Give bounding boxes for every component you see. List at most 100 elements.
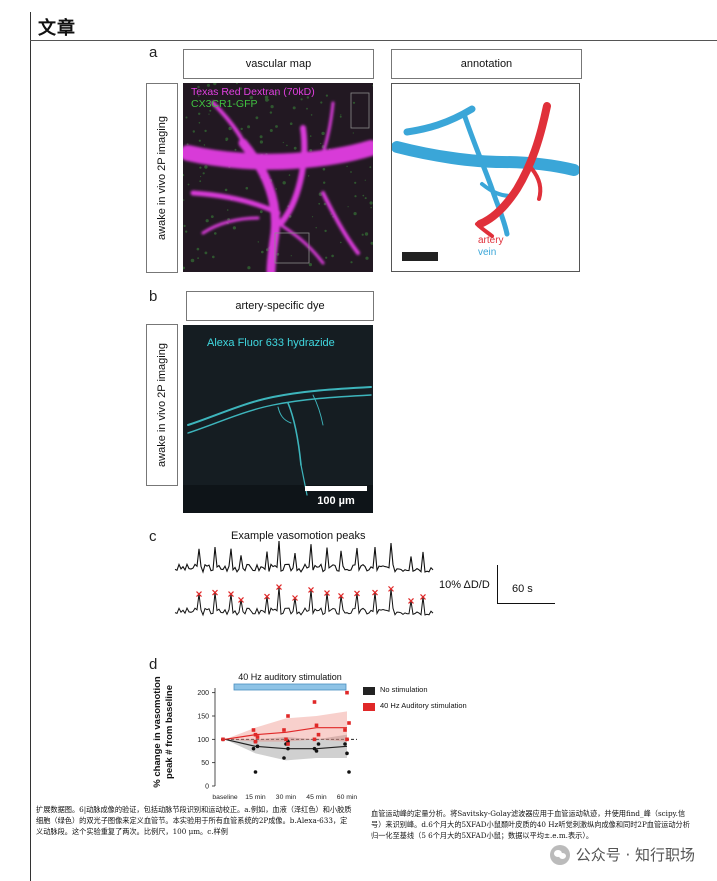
watermark: 公众号 · 知行职场	[549, 844, 695, 865]
alexa-dye-label: Alexa Fluor 633 hydrazide	[207, 337, 335, 349]
data-point	[312, 737, 317, 742]
peak-marker	[308, 587, 314, 593]
peak-marker	[372, 589, 378, 596]
data-point	[345, 690, 349, 695]
chart-points	[221, 690, 351, 774]
panel-b-side-label-box: awake in vivo 2P imaging	[146, 324, 178, 486]
peak-marker	[212, 589, 218, 596]
data-point	[253, 770, 258, 774]
panel-a-left-title: vascular map	[183, 49, 374, 79]
data-point	[253, 739, 258, 744]
peak-marker	[338, 593, 344, 599]
data-point	[343, 728, 347, 732]
data-point	[255, 744, 260, 749]
annotation-image: artery vein	[391, 83, 580, 272]
data-point	[251, 728, 256, 732]
panel-d-letter: d	[149, 656, 158, 673]
scale-x-bar	[497, 603, 555, 604]
y-tick-label: 150	[197, 714, 209, 721]
vascular-map-image: Texas Red Dextran (70kD) CX3CR1-GFP	[183, 83, 373, 272]
data-point	[282, 756, 286, 760]
peak-marker	[324, 590, 330, 596]
x-tick-label: 60 min	[337, 794, 358, 801]
artery-dye-image: Alexa Fluor 633 hydrazide 100 µm	[183, 325, 373, 513]
chart-ylabel-line2: peak # from baseline	[164, 685, 175, 779]
data-point	[253, 732, 258, 737]
peak-marker	[292, 595, 298, 601]
panel-b-side-label: awake in vivo 2P imaging	[156, 343, 168, 467]
gfp-label: CX3CR1-GFP	[191, 98, 258, 110]
data-point	[286, 742, 290, 746]
section-divider	[30, 40, 717, 41]
panel-a-side-label-box: awake in vivo 2P imaging	[146, 83, 178, 273]
peak-marker	[388, 585, 394, 592]
x-tick-label: 30 min	[276, 794, 297, 801]
peak-marker	[408, 598, 414, 604]
stimulation-label: 40 Hz auditory stimulation	[238, 672, 342, 682]
data-point	[312, 746, 317, 751]
chart-bands	[225, 711, 347, 761]
panel-a-letter: a	[149, 44, 158, 61]
data-point	[286, 746, 290, 751]
x-tick-label: 15 min	[245, 794, 266, 801]
data-point	[343, 742, 347, 746]
x-tick-label: 45 min	[306, 794, 327, 801]
peak-marker	[420, 594, 426, 600]
stimulation-bar	[233, 683, 347, 691]
scale-y-label: 10% ΔD/D	[439, 579, 490, 591]
peak-markers	[196, 584, 426, 604]
trace-raw	[174, 540, 434, 574]
chart-series-lines	[224, 727, 348, 750]
data-point	[345, 751, 349, 756]
panel-b-letter: b	[149, 288, 158, 305]
x-tick-label: baseline	[212, 794, 238, 801]
data-point	[347, 721, 351, 725]
caption-right: 血管运动峰的定量分析。将Savitsky-Golay滤波器应用于血管运动轨迹，并…	[371, 809, 690, 840]
wechat-icon	[549, 844, 570, 865]
data-point	[316, 732, 321, 737]
data-point	[221, 737, 225, 742]
panel-a-side-label: awake in vivo 2P imaging	[156, 116, 168, 240]
panel-b-title: artery-specific dye	[186, 291, 374, 321]
data-point	[255, 735, 260, 739]
data-point	[316, 742, 321, 746]
legend-label-40hz: 40 Hz Auditory stimulation	[380, 701, 467, 710]
data-point	[282, 728, 286, 732]
data-point	[251, 746, 256, 751]
peak-marker	[276, 584, 282, 590]
panel-c-title: Example vasomotion peaks	[231, 530, 366, 542]
data-point	[286, 714, 290, 718]
panel-c-letter: c	[149, 528, 157, 545]
data-point	[347, 770, 351, 774]
data-point	[312, 700, 317, 704]
legend-vein: vein	[478, 247, 497, 258]
peak-marker	[228, 591, 234, 597]
data-point	[314, 723, 319, 728]
data-point	[314, 749, 319, 753]
legend-artery: artery	[478, 235, 504, 246]
chart-axes	[212, 688, 357, 787]
y-tick-label: 0	[205, 784, 209, 791]
dextran-label: Texas Red Dextran (70kD)	[191, 86, 315, 98]
legend-label-no-stim: No stimulation	[380, 685, 428, 694]
series-line	[224, 738, 348, 750]
peak-marker	[264, 593, 270, 600]
peak-marker	[196, 591, 202, 598]
vasomotion-chart: % change in vasomotion peak # from basel…	[152, 672, 357, 801]
chart-tick-labels: 0 50 100 150 200 baseline 15 min 30 min 45 min 60…	[197, 690, 357, 801]
chart-ylabel-line1: % change in vasomotion	[152, 676, 163, 788]
vasomotion-traces	[174, 540, 434, 617]
caption-left: 扩展数据图。6|动脉成像的验证，包括动脉节段识别和运动校正。a.例如，血液（泽红…	[36, 805, 352, 836]
y-tick-label: 100	[197, 737, 209, 744]
peak-marker	[238, 597, 244, 603]
panel-a-right-title: annotation	[391, 49, 582, 79]
y-tick-label: 50	[201, 760, 209, 767]
page-left-rule	[30, 12, 31, 881]
y-tick-label: 200	[197, 690, 209, 697]
legend-swatch-no-stim	[363, 687, 375, 695]
scale-bar-label: 100 µm	[317, 495, 355, 507]
watermark-text: 公众号 · 知行职场	[575, 846, 695, 864]
data-point	[284, 737, 288, 742]
peak-marker	[354, 590, 360, 597]
scale-bar	[305, 486, 367, 491]
